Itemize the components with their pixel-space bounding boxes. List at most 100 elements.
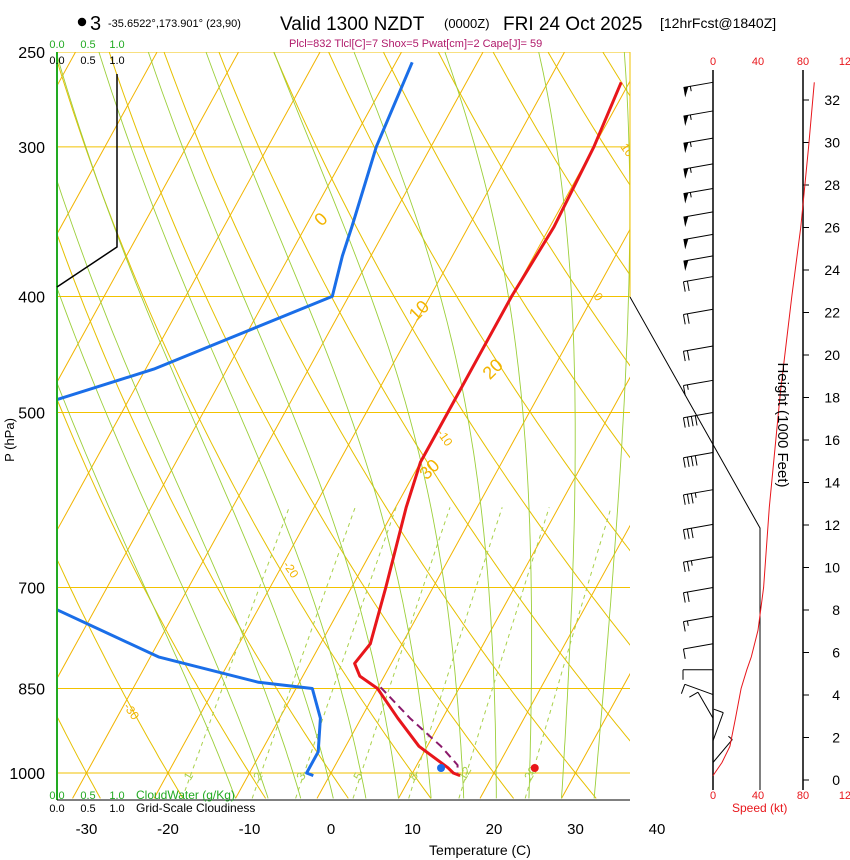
mixing-ratio-label: 2 (250, 770, 266, 783)
height-tick-0: 0 (832, 772, 840, 788)
temp-tick-0: 0 (327, 821, 335, 838)
isotherm-label: 0 (591, 290, 606, 304)
mixing-ratio-line (524, 507, 612, 799)
wind-barb-staff (683, 276, 714, 283)
pressure-tick-1000: 1000 (9, 766, 45, 783)
wind-barb-feather (713, 708, 724, 714)
wind-barb (682, 587, 714, 603)
isotherm-label: -30 (121, 700, 143, 723)
top-scale-black: 1.0 (109, 55, 124, 67)
height-axis-label: Height (1000 Feet) (774, 362, 791, 487)
wind-barb (682, 615, 714, 632)
wind-barb-feather (686, 280, 690, 292)
wind-barb-pennant (683, 86, 689, 98)
height-tick-6: 6 (832, 645, 840, 661)
wind-barb (682, 556, 714, 573)
temp-tick-10: 10 (404, 821, 421, 838)
height-tick-32: 32 (824, 92, 840, 108)
wind-barb-half-feather (694, 492, 697, 498)
wind-barb-half-feather (689, 141, 692, 148)
moist-adiabat (147, 52, 399, 799)
height-tick-28: 28 (824, 177, 840, 193)
station-number: 3 (90, 13, 101, 35)
wind-barb-feather (682, 529, 686, 540)
temp-tick--30: -30 (76, 821, 98, 838)
wind-barb (682, 669, 713, 680)
wind-barb-feather (686, 416, 690, 427)
speed-scale-bottom: 120 (839, 790, 850, 802)
bottom-scale-black: 0.0 (49, 803, 64, 815)
isotherm-line (0, 9, 18, 799)
cloudwater-label: CloudWater (g/Kg) (136, 788, 235, 802)
mixing-ratio-line (251, 507, 356, 799)
wind-barb-half-feather (689, 86, 692, 92)
wind-barb-pennant (683, 260, 689, 271)
dry-adiabat (163, 52, 597, 799)
isotherm-line (479, 524, 630, 799)
bottom-scale-green: 0.5 (80, 790, 95, 802)
wind-barb-half-feather (689, 114, 692, 120)
moist-adiabat (538, 52, 576, 799)
wind-barb (682, 489, 714, 505)
height-tick-8: 8 (832, 602, 840, 618)
pressure-tick-500: 500 (18, 406, 45, 423)
isotherm-line (57, 52, 158, 235)
wind-barb (712, 708, 724, 741)
wind-barb-feather (690, 493, 694, 504)
wind-barb-feather (686, 591, 690, 602)
theta-label: 0 (310, 209, 331, 230)
moist-adiabat (57, 286, 269, 799)
speed-profile-line (712, 82, 815, 776)
dry-adiabat (644, 31, 850, 799)
wind-barb-pennant (683, 142, 689, 154)
wind-barb-feather (682, 494, 686, 505)
top-scale-green: 0.5 (80, 39, 95, 51)
wind-barb-feather (682, 621, 686, 632)
bottom-scale-green: 1.0 (109, 790, 124, 802)
pressure-tick-300: 300 (18, 140, 45, 157)
wind-barb-feather (694, 455, 698, 466)
wind-barb-half-feather (689, 192, 692, 198)
wind-barb-staff (712, 712, 724, 741)
wind-barb-staff (683, 255, 714, 262)
temp-tick--20: -20 (157, 821, 179, 838)
wind-barb-pennant (683, 192, 689, 204)
height-tick-14: 14 (824, 475, 840, 491)
utc-time: (0000Z) (444, 16, 490, 31)
dry-adiabat (57, 715, 101, 799)
wind-barb-staff (683, 556, 714, 563)
speed-scale-top: 40 (752, 56, 764, 68)
height-tick-12: 12 (824, 517, 840, 533)
station-coords: -35.6522°,173.901° (23,90) (108, 18, 241, 30)
dry-adiabat (0, 31, 18, 799)
series-temperature (353, 81, 623, 777)
mixing-ratio-line (295, 507, 397, 799)
wind-barb-feather (686, 456, 690, 467)
wind-barb-half-feather (690, 560, 693, 566)
temp-tick-30: 30 (567, 821, 584, 838)
moist-adiabat (353, 52, 497, 799)
height-tick-18: 18 (824, 390, 840, 406)
speed-scale-top: 0 (710, 56, 716, 68)
pressure-tick-400: 400 (18, 289, 45, 306)
wind-barb-staff (683, 587, 714, 594)
wind-barb-feather (682, 281, 686, 292)
speed-scale-bottom: 0 (710, 790, 716, 802)
wind-barb-staff (683, 308, 714, 315)
mixing-ratio-line (458, 507, 550, 799)
wind-barb (682, 379, 714, 396)
wind-barb-staff (683, 187, 714, 195)
wind-barb (682, 345, 714, 362)
mixing-ratio-line (352, 507, 451, 799)
isotherm-line (316, 228, 630, 799)
temp-tick-20: 20 (486, 821, 503, 838)
forecast-date: FRI 24 Oct 2025 (503, 14, 642, 35)
wind-barb-staff (683, 211, 714, 218)
wind-barb (682, 452, 714, 468)
wind-barb (683, 110, 714, 126)
wind-barb-staff (683, 412, 714, 419)
wind-barb-pennant (683, 168, 689, 179)
diagram-background-lines (0, 9, 850, 799)
